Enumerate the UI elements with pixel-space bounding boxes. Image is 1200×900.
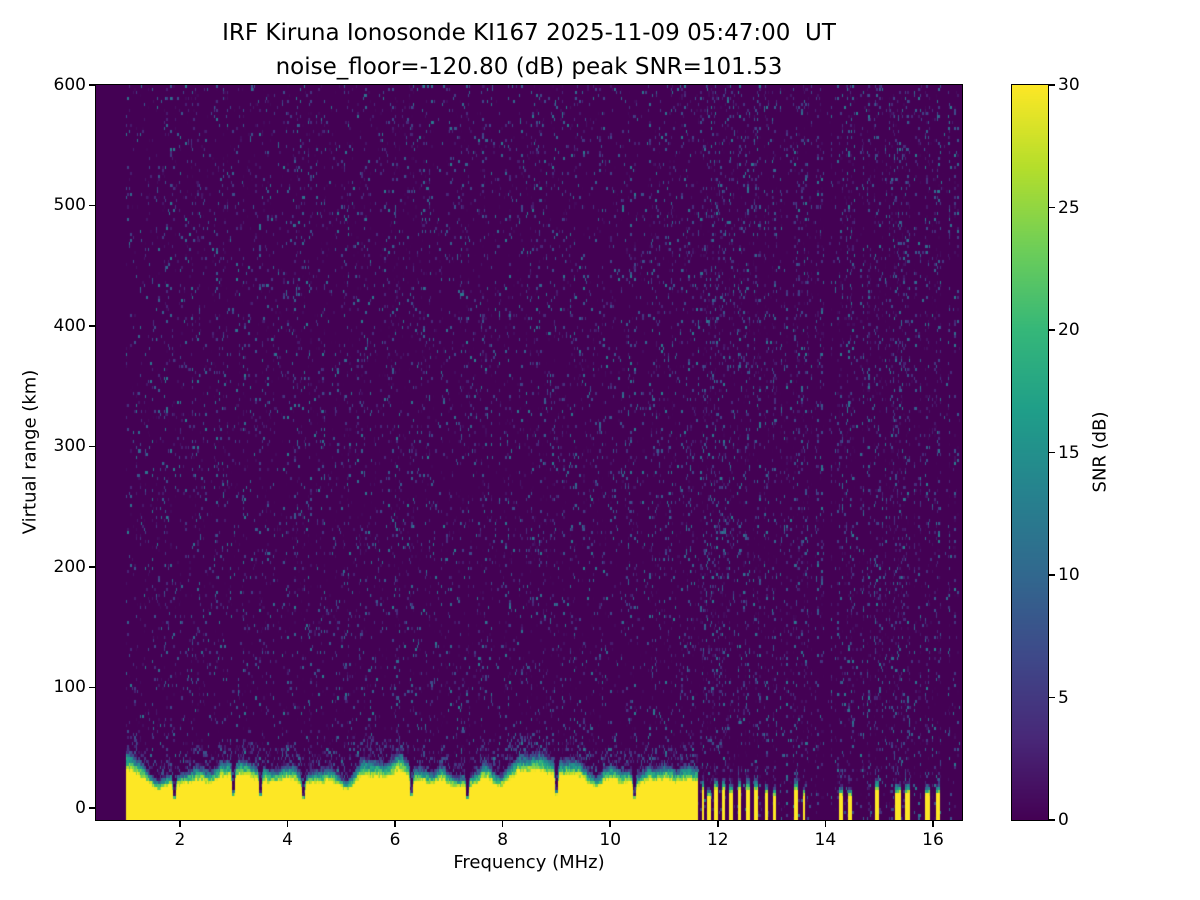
x-tick-mark (394, 821, 396, 827)
x-tick-label: 6 (389, 830, 401, 850)
colorbar-tick-mark (1049, 451, 1055, 454)
plot-area (95, 84, 963, 821)
ionogram-heatmap (96, 85, 962, 820)
y-tick-mark (89, 325, 95, 327)
x-tick-label: 8 (497, 830, 509, 850)
colorbar-tick-label: 5 (1058, 687, 1069, 708)
colorbar-tick-label: 20 (1058, 320, 1080, 340)
y-tick-label: 600 (53, 75, 86, 95)
colorbar-tick-label: 15 (1058, 442, 1080, 463)
y-tick-label: 200 (53, 556, 86, 577)
colorbar-tick-label: 10 (1058, 565, 1080, 585)
y-tick-mark (89, 686, 95, 689)
x-tick-label: 4 (282, 830, 293, 850)
colorbar-tick-label: 30 (1058, 75, 1080, 95)
y-tick-label: 300 (53, 436, 86, 457)
y-tick-label: 100 (53, 677, 86, 698)
y-tick-label: 500 (53, 195, 86, 216)
x-tick-label: 16 (922, 830, 944, 850)
y-tick-mark (89, 445, 95, 448)
x-tick-mark (717, 821, 719, 827)
x-tick-mark (932, 821, 934, 827)
x-tick-label: 14 (814, 830, 837, 850)
y-tick-mark (89, 84, 95, 86)
colorbar-tick-label: 25 (1058, 197, 1080, 218)
chart-subtitle: noise_floor=-120.80 (dB) peak SNR=101.53 (275, 54, 783, 80)
y-tick-mark (89, 566, 95, 568)
colorbar-tick-label: 0 (1058, 810, 1069, 830)
x-tick-mark (179, 821, 181, 827)
colorbar-tick-mark (1049, 574, 1055, 576)
colorbar-tick-mark (1049, 329, 1055, 331)
colorbar-gradient (1012, 85, 1048, 820)
x-tick-mark (609, 821, 611, 827)
y-tick-label: 0 (75, 797, 86, 818)
y-tick-mark (89, 204, 95, 207)
x-tick-mark (286, 821, 289, 827)
colorbar-tick-mark (1049, 84, 1055, 86)
x-tick-label: 2 (174, 830, 186, 850)
chart-title: IRF Kiruna Ionosonde KI167 2025-11-09 05… (222, 20, 836, 46)
colorbar-tick-mark (1049, 206, 1055, 209)
x-axis-label: Frequency (MHz) (453, 852, 605, 873)
x-tick-label: 12 (706, 830, 729, 850)
x-tick-mark (824, 821, 827, 827)
y-tick-label: 400 (53, 315, 86, 336)
x-tick-mark (501, 821, 504, 827)
x-tick-label: 10 (599, 830, 622, 850)
colorbar (1011, 84, 1049, 821)
y-tick-mark (89, 807, 95, 809)
colorbar-tick-mark (1049, 696, 1055, 699)
colorbar-tick-mark (1049, 819, 1055, 821)
